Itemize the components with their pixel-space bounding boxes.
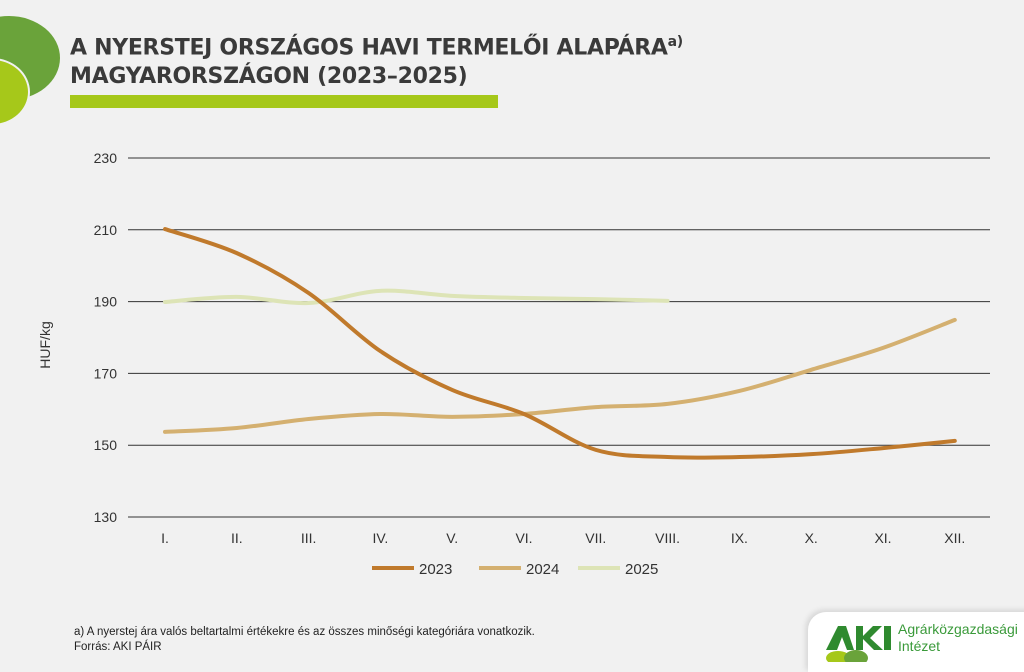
series-line-2025 bbox=[163, 288, 670, 306]
series-line-2023 bbox=[163, 227, 957, 460]
x-tick-label: III. bbox=[301, 530, 317, 546]
y-tick-label: 150 bbox=[94, 437, 118, 453]
logo-text-line1: Agrárközgazdasági bbox=[898, 621, 1018, 637]
series-line-2024 bbox=[163, 317, 957, 434]
title-footnote-mark: a) bbox=[667, 34, 684, 50]
title-underline bbox=[70, 95, 498, 108]
x-tick-label: II. bbox=[231, 530, 243, 546]
legend-label: 2025 bbox=[625, 561, 658, 578]
x-tick-label: XI. bbox=[874, 530, 891, 546]
y-tick-label: 170 bbox=[94, 365, 118, 381]
title-line2: MAGYARORSZÁGON (2023–2025) bbox=[70, 64, 468, 90]
y-axis-label: HUF/kg bbox=[37, 321, 53, 368]
x-tick-label: VII. bbox=[585, 530, 606, 546]
legend-label: 2024 bbox=[526, 561, 559, 578]
x-tick-label: IX. bbox=[731, 530, 748, 546]
y-tick-label: 210 bbox=[94, 222, 118, 238]
logo-text-line2: Intézet bbox=[898, 638, 941, 654]
x-tick-label: X. bbox=[805, 530, 818, 546]
aki-logo-mark bbox=[826, 626, 891, 662]
x-tick-label: V. bbox=[446, 530, 458, 546]
x-tick-label: VIII. bbox=[655, 530, 680, 546]
y-tick-label: 190 bbox=[94, 294, 118, 310]
x-tick-label: VI. bbox=[515, 530, 532, 546]
footnote: a) A nyerstej ára valós beltartalmi érté… bbox=[74, 625, 535, 655]
y-tick-label: 230 bbox=[94, 150, 118, 166]
chart-title: A NYERSTEJ ORSZÁGOS HAVI TERMELŐI ALAPÁR… bbox=[70, 28, 683, 91]
title-line1: A NYERSTEJ ORSZÁGOS HAVI TERMELŐI ALAPÁR… bbox=[70, 35, 668, 61]
aki-logo: Agrárközgazdasági Intézet bbox=[808, 612, 1024, 672]
x-tick-label: I. bbox=[161, 530, 169, 546]
source-text: Forrás: AKI PÁIR bbox=[74, 641, 162, 653]
x-tick-label: IV. bbox=[372, 530, 388, 546]
legend-label: 2023 bbox=[419, 561, 452, 578]
y-tick-label: 130 bbox=[94, 509, 118, 525]
footnote-text: a) A nyerstej ára valós beltartalmi érté… bbox=[74, 626, 535, 638]
x-tick-label: XII. bbox=[944, 530, 965, 546]
